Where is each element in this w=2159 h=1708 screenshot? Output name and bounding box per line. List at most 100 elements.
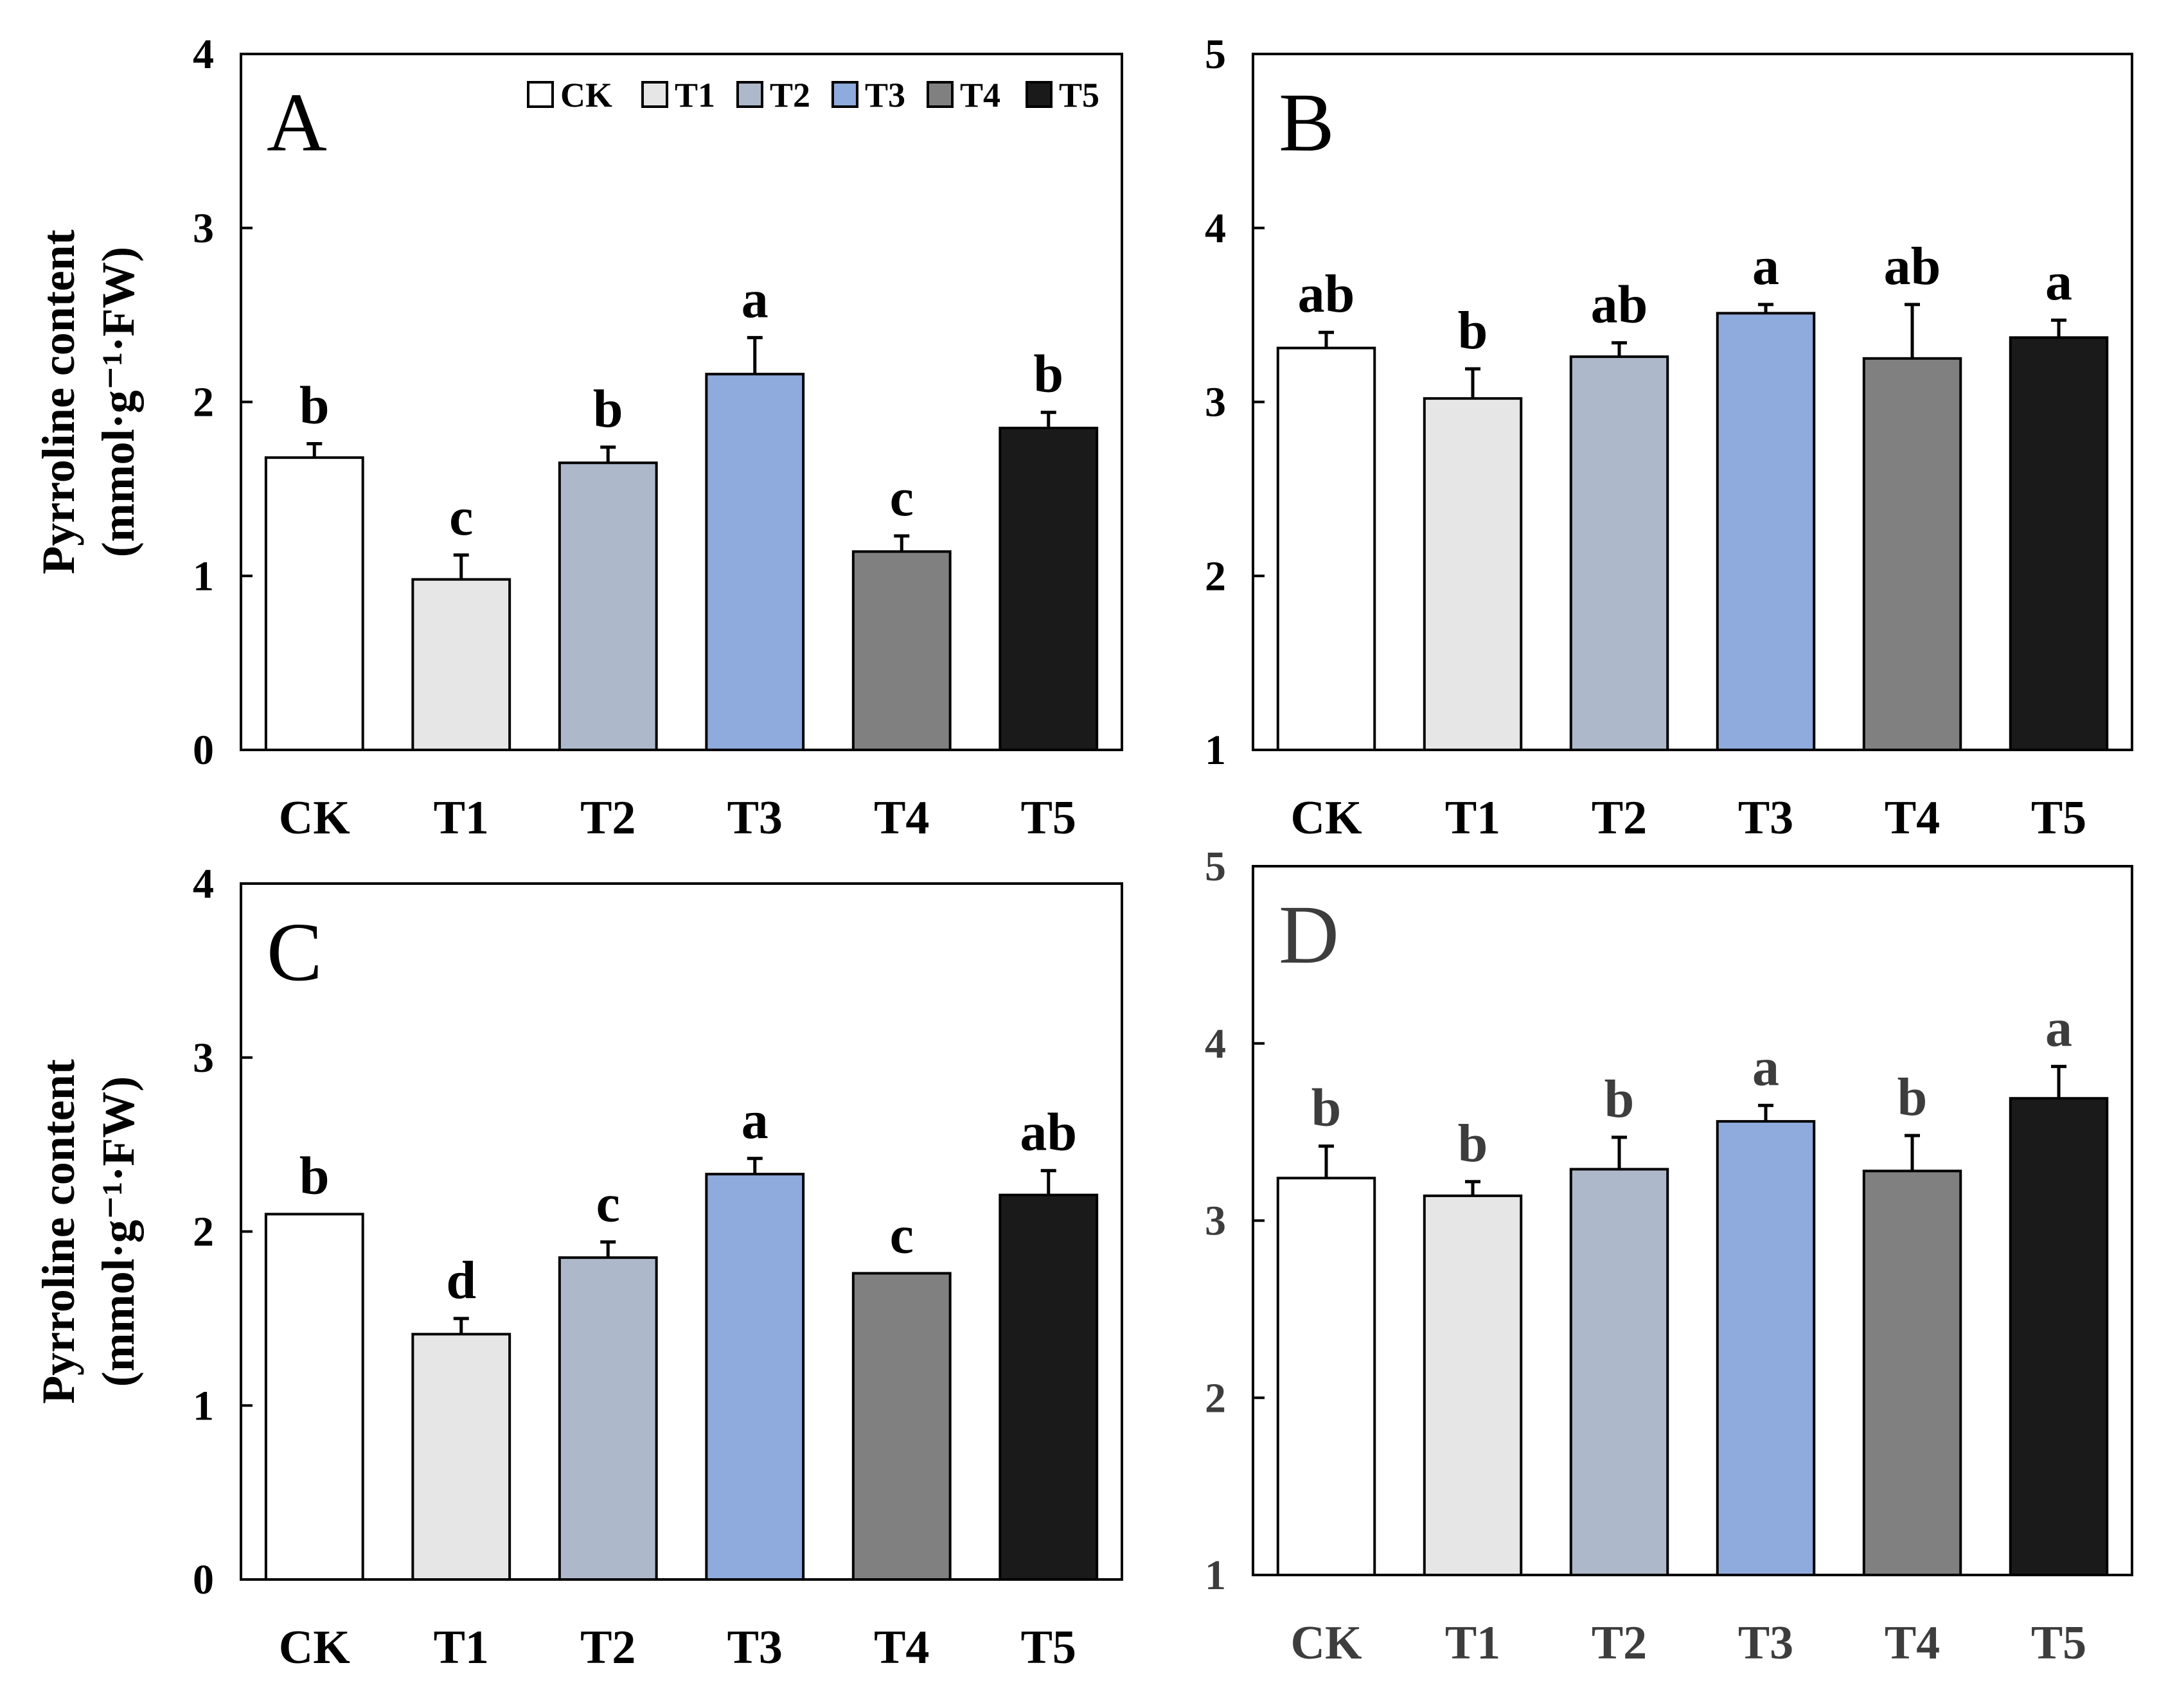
category-label: T5 (1021, 1621, 1076, 1674)
significance-letter: c (596, 1174, 620, 1234)
bar-t1 (1423, 397, 1523, 751)
significance-letter: b (1458, 1114, 1488, 1173)
category-label: T1 (1445, 1617, 1500, 1669)
bar-t4 (851, 550, 952, 751)
significance-letter: b (1033, 344, 1063, 404)
legend-label: T5 (1059, 76, 1099, 114)
legend: CK T1 T2 T3 T4 T5 (527, 76, 1099, 114)
category-label: T5 (2031, 792, 2086, 844)
significance-letter: ab (1884, 236, 1941, 296)
bar-ck (1276, 346, 1376, 751)
y-tick-label: 1 (1205, 1552, 1226, 1599)
category-label: T5 (1021, 792, 1076, 844)
category-label: T2 (580, 792, 635, 844)
significance-letter: b (1604, 1069, 1635, 1129)
y-tick-label: 2 (1205, 553, 1226, 600)
legend-label: T1 (675, 76, 715, 114)
significance-letter: ab (1298, 264, 1355, 324)
y-tick-label: 2 (1205, 1374, 1226, 1421)
legend-swatch-t1 (641, 81, 668, 108)
significance-letter: c (449, 487, 473, 547)
bar-t4 (1862, 1170, 1962, 1577)
legend-swatch-t5 (1026, 81, 1053, 108)
category-label: T1 (434, 792, 489, 844)
significance-letter: a (1752, 1037, 1779, 1097)
category-label: T1 (1445, 792, 1500, 844)
bar-t1 (411, 578, 511, 751)
bar-t5 (999, 1193, 1099, 1581)
y-axis-label: Pyrroline content (33, 1059, 84, 1404)
significance-letter: c (890, 468, 914, 528)
significance-letter: b (299, 375, 330, 435)
significance-letter: a (1752, 236, 1779, 296)
significance-letter: a (742, 269, 769, 329)
y-tick-label: 2 (193, 379, 214, 426)
legend-swatch-t2 (736, 81, 763, 108)
panel-b: ab CK b T1 ab T2 a T3 ab T4 a T5 1 2 3 4 5 B (1205, 31, 2133, 844)
legend-label: T2 (770, 76, 810, 114)
y-tick-label: 5 (1205, 843, 1226, 890)
bar-t4 (851, 1272, 952, 1581)
significance-letter: a (742, 1090, 769, 1150)
y-tick-label: 3 (193, 205, 214, 252)
category-label: T4 (874, 792, 929, 844)
panel-c: b CK d T1 c T2 a T3 c T4 ab T5 0 1 2 3 4 C Pyrroline conte… (33, 860, 1123, 1674)
bar-t3 (1716, 312, 1816, 752)
significance-letter: b (1311, 1078, 1342, 1138)
bar-t2 (1569, 1168, 1669, 1576)
y-tick-label: 0 (193, 727, 214, 774)
y-axis-label-units: (mmol·g⁻¹·FW) (93, 1076, 144, 1387)
y-tick-label: 5 (1205, 31, 1226, 78)
plot-frame (1252, 53, 2133, 751)
y-tick-label: 4 (193, 31, 214, 78)
y-tick-label: 1 (1205, 727, 1226, 774)
category-label: T2 (1592, 792, 1647, 844)
y-tick-label: 2 (193, 1209, 214, 1256)
y-tick-label: 4 (1205, 205, 1226, 252)
significance-letter: b (1458, 301, 1488, 360)
significance-letter: ab (1020, 1103, 1077, 1162)
bar-t3 (705, 1173, 805, 1581)
panel-letter: D (1279, 889, 1339, 981)
legend-swatch-t4 (927, 81, 954, 108)
significance-letter: d (446, 1250, 476, 1310)
bar-ck (264, 456, 364, 751)
significance-letter: a (2045, 252, 2072, 312)
significance-letter: a (2045, 999, 2072, 1058)
category-label: T3 (1738, 792, 1793, 844)
panel-a: b CK c T1 b T2 a T3 c T4 b T5 0 1 2 3 4 A Pyrroline conten… (33, 31, 1123, 844)
bar-t2 (558, 1256, 658, 1581)
bar-t2 (1569, 355, 1669, 751)
category-label: T3 (727, 1621, 783, 1674)
panel-letter: A (267, 76, 327, 169)
y-tick-label: 3 (193, 1035, 214, 1081)
bar-t3 (705, 373, 805, 751)
legend-swatch-ck (527, 81, 554, 108)
panel-d: b CK b T1 b T2 a T3 b T4 a T5 1 2 3 4 5 D (1205, 843, 2133, 1669)
significance-letter: ab (1591, 274, 1648, 334)
category-label: T3 (727, 792, 783, 844)
category-label: T4 (1885, 1617, 1940, 1669)
bar-t4 (1862, 357, 1962, 751)
category-label: CK (1291, 1617, 1362, 1669)
y-tick-label: 1 (193, 1382, 214, 1429)
bar-ck (1276, 1177, 1376, 1576)
y-tick-label: 3 (1205, 379, 1226, 426)
y-axis-label: Pyrroline content (33, 229, 84, 574)
category-label: T4 (1885, 792, 1940, 844)
significance-letter: b (1897, 1067, 1928, 1127)
category-label: T2 (1592, 1617, 1647, 1669)
y-tick-label: 4 (1205, 1020, 1226, 1067)
category-label: CK (1291, 792, 1362, 844)
plot-frame (240, 53, 1123, 751)
category-label: T5 (2031, 1617, 2086, 1669)
bar-t1 (1423, 1194, 1523, 1576)
category-label: T2 (580, 1621, 635, 1674)
y-tick-label: 1 (193, 553, 214, 600)
plot-frame (1252, 865, 2133, 1576)
category-label: T3 (1738, 1617, 1793, 1669)
legend-label: CK (560, 76, 612, 114)
significance-letter: b (593, 379, 623, 439)
panel-letter: B (1279, 76, 1335, 169)
